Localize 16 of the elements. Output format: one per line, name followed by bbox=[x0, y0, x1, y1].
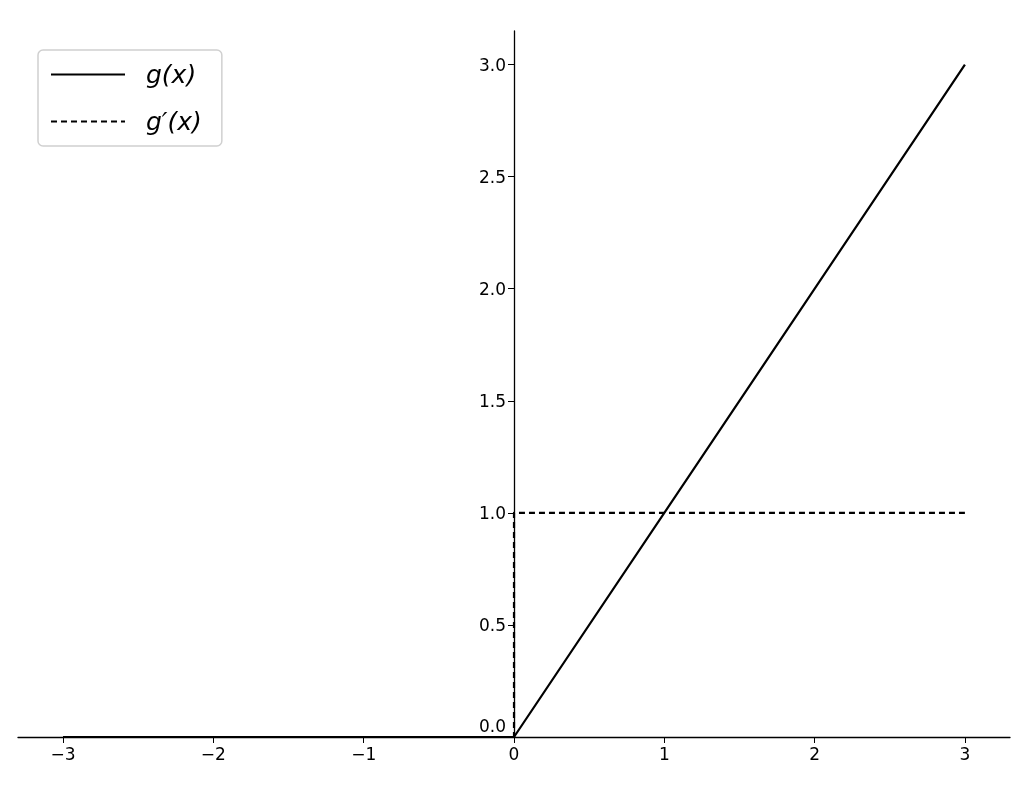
legend-label: g(x) bbox=[146, 60, 197, 89]
x-tick-label: 1 bbox=[658, 743, 670, 764]
legend-label: g′(x) bbox=[146, 107, 202, 136]
y-tick-label: 3.0 bbox=[478, 54, 506, 75]
y-tick-label: 0.0 bbox=[478, 716, 506, 736]
y-tick-label: 2.5 bbox=[478, 166, 506, 187]
y-tick-label: 0.5 bbox=[478, 614, 506, 635]
y-tick-label: 1.5 bbox=[478, 390, 506, 411]
x-tick-label: 0 bbox=[508, 743, 520, 764]
x-tick-label: 2 bbox=[809, 743, 821, 764]
x-tick-label: −1 bbox=[351, 743, 377, 764]
y-tick-label: 1.0 bbox=[478, 502, 506, 523]
y-tick-label: 2.0 bbox=[478, 278, 506, 299]
x-tick-label: −2 bbox=[200, 743, 226, 764]
x-tick-label: 3 bbox=[959, 743, 971, 764]
x-tick-label: −3 bbox=[50, 743, 76, 764]
